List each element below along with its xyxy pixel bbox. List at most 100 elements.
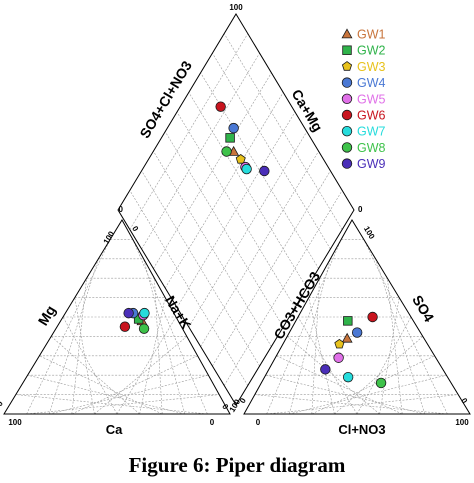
tick-cation-bottom-right: 0 <box>220 402 230 411</box>
diamond-point-gw2 <box>225 133 235 143</box>
anion-grid-line <box>379 297 400 415</box>
legend-label-gw7: GW7 <box>357 125 386 139</box>
anion-grid-line <box>387 278 403 415</box>
legend-marker-gw7 <box>341 125 353 137</box>
grid-lines <box>15 33 459 415</box>
anion-point-gw5 <box>333 352 344 363</box>
cation-grid-line <box>15 394 208 415</box>
cation-grid-line <box>51 336 140 415</box>
legend-marker-gw1 <box>341 28 353 39</box>
legend-label-gw3: GW3 <box>357 60 386 74</box>
legend-label-gw9: GW9 <box>357 157 386 171</box>
data-points <box>119 101 387 389</box>
cation-grid-line <box>94 336 187 415</box>
diamond-grid-line <box>188 131 308 328</box>
tick-cation-left-base: 0 <box>0 399 5 408</box>
diamond-point-gw4 <box>228 122 239 134</box>
diamond-frame <box>117 13 355 406</box>
cation-grid-line <box>27 374 185 415</box>
tick-anion-bottom-right: 100 <box>455 418 469 427</box>
diamond-grid-line <box>176 111 296 308</box>
diamond-grid-line <box>200 151 319 347</box>
anion-point-gw3 <box>334 338 345 349</box>
diamond-grid-line <box>223 33 343 230</box>
anion-point-gw4 <box>351 327 363 338</box>
diamond-grid-line <box>176 111 296 308</box>
legend-marker-gw4 <box>341 77 353 88</box>
diamond-grid-line <box>153 151 272 347</box>
diamond-grid-line <box>129 33 249 230</box>
cation-grid-line <box>143 258 186 415</box>
cation-grid-line <box>62 316 118 415</box>
anion-triangle-frame <box>243 219 471 415</box>
legend-label-gw8: GW8 <box>357 141 386 155</box>
legend-marker-gw6 <box>341 109 353 121</box>
legend: GW1 GW2 GW3 GW4 GW5 GW6 GW7 GW8 GW9 <box>341 28 386 171</box>
cation-point-gw7 <box>139 307 150 319</box>
anion-point-gw2 <box>343 316 353 326</box>
cation-grid-line <box>139 297 166 415</box>
cation-point-gw8 <box>138 323 150 334</box>
cation-grid-line <box>116 316 177 415</box>
tick-cation-bottom-left: 100 <box>8 418 22 427</box>
anion-grid-line <box>334 336 423 415</box>
anion-grid-line <box>356 316 412 415</box>
legend-marker-gw5 <box>341 93 353 105</box>
cation-grid-line <box>26 394 220 415</box>
anion-grid-line <box>375 258 426 415</box>
anion-point-gw1 <box>341 332 353 343</box>
legend-marker-gw3 <box>341 61 353 71</box>
anion-grid-line <box>287 336 380 415</box>
legend-marker-gw2 <box>342 45 352 55</box>
anion-grid-line <box>265 374 425 415</box>
anion-right-axis-label: SO4 <box>409 292 437 324</box>
cation-point-gw6 <box>119 321 131 332</box>
diamond-grid-line <box>141 170 260 367</box>
legend-label-gw2: GW2 <box>357 44 386 58</box>
cation-right-axis-label: Na+K <box>162 293 194 332</box>
diamond-point-gw7 <box>241 163 252 175</box>
legend-label-gw1: GW1 <box>357 28 386 42</box>
cation-grid-line <box>26 239 111 415</box>
tick-anion-right-base: 0 <box>459 396 469 405</box>
anion-grid-line <box>288 258 331 415</box>
diamond-left-axis-label: SO4+Cl+NO3 <box>136 58 195 141</box>
cation-grid-line <box>154 278 163 415</box>
diamond-grid-line <box>223 190 343 386</box>
legend-marker-gw8 <box>341 142 353 153</box>
tick-cation-right-base: 0 <box>130 224 140 233</box>
anion-point-gw9 <box>320 364 331 375</box>
tick-anion-apex: 100 <box>362 225 377 242</box>
cation-left-axis-label: Mg <box>35 303 59 329</box>
tick-anion-left-base: 0 <box>238 396 248 405</box>
diamond-grid-line <box>188 92 308 289</box>
anion-grid-line <box>254 394 448 415</box>
figure-caption: Figure 6: Piper diagram <box>128 453 346 477</box>
diamond-grid-line <box>153 72 272 269</box>
tick-diamond-right: 0 <box>358 205 363 214</box>
anion-grid-line <box>276 355 403 415</box>
plot-frames <box>3 13 471 415</box>
cation-bottom-axis-label: Ca <box>106 422 123 437</box>
legend-marker-gw9 <box>341 158 353 169</box>
diamond-grid-line <box>212 170 331 367</box>
cation-grid-line <box>132 239 208 415</box>
cation-grid-line <box>71 355 198 415</box>
anion-point-gw7 <box>342 371 354 383</box>
diamond-point-gw3 <box>235 154 246 164</box>
diamond-point-gw6 <box>215 101 226 112</box>
tick-anion-bottom-zero: 0 <box>256 418 261 427</box>
diamond-grid-line <box>129 190 249 386</box>
cation-grid-line <box>39 355 163 415</box>
legend-label-gw6: GW6 <box>357 109 386 123</box>
diamond-point-gw8 <box>221 146 232 157</box>
legend-label-gw5: GW5 <box>357 92 386 106</box>
tick-diamond-left: 0 <box>119 205 124 214</box>
cation-triangle-frame <box>3 219 231 415</box>
tick-cation-bottom-right-zero: 0 <box>210 418 215 427</box>
cation-point-gw9 <box>123 307 134 319</box>
anion-point-gw8 <box>375 377 387 389</box>
anion-point-gw6 <box>367 311 378 323</box>
diamond-grid-line <box>164 92 284 289</box>
